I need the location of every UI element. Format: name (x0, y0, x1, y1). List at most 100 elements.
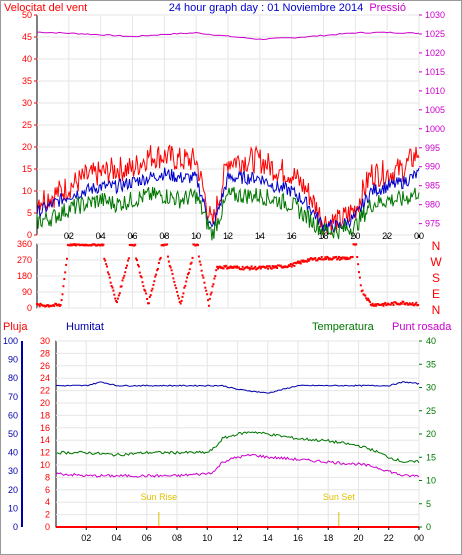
direction-point (127, 257, 130, 260)
direction-point (287, 265, 289, 268)
direction-point (222, 267, 225, 270)
direction-point (59, 304, 62, 306)
direction-point (110, 285, 113, 287)
direction-degree-axis: 0 90 180 270 360 (17, 239, 32, 313)
direction-point (361, 289, 364, 292)
direction-point (145, 292, 148, 295)
direction-point (63, 278, 66, 280)
temp-x-tick-label: 20 (353, 533, 363, 543)
wind-x-tick-label: 08 (159, 231, 169, 241)
direction-point (258, 265, 261, 268)
direction-point (102, 243, 105, 246)
direction-point (327, 256, 329, 259)
chart-title: 24 hour graph day : 01 Noviembre 2014 (169, 2, 363, 14)
direction-point (126, 264, 128, 267)
humidity-tick-label: 50 (8, 429, 18, 439)
direction-point (307, 259, 310, 262)
direction-point (217, 267, 219, 270)
pressure-tick-label: 980 (425, 200, 440, 210)
direction-point (201, 274, 204, 277)
direction-point (276, 267, 279, 269)
direction-point (236, 265, 239, 268)
direction-point (113, 293, 116, 296)
direction-point (292, 262, 295, 265)
compass-label: N (432, 239, 441, 253)
direction-point (111, 286, 114, 289)
direction-point (392, 304, 395, 306)
direction-point (180, 299, 183, 302)
wind-x-tick-label: 04 (96, 231, 106, 241)
direction-point (184, 284, 187, 287)
direction-point (150, 289, 153, 292)
rain-tick-label: 10 (40, 460, 50, 470)
pressure-axis-label: Pressió (369, 2, 406, 14)
rain-tick-label: 2 (45, 510, 50, 520)
direction-point (247, 266, 250, 269)
temp-x-tick-label: 04 (111, 533, 121, 543)
direction-point (167, 255, 169, 258)
direction-point (410, 303, 413, 306)
wind-x-tick-label: 18 (318, 231, 328, 241)
wind-tick-label: 0 (27, 230, 32, 240)
direction-point (323, 258, 326, 261)
direction-point (106, 271, 109, 274)
direction-point (235, 266, 238, 269)
direction-point (134, 243, 137, 246)
compass-label: N (432, 303, 441, 317)
direction-point (212, 283, 215, 286)
direction-point (137, 263, 139, 266)
direction-point (103, 257, 106, 260)
wind-tick-label: 10 (22, 186, 32, 196)
pressure-tick-label: 1025 (425, 29, 445, 39)
direction-point (173, 280, 176, 283)
direction-tick-label: 360 (17, 239, 32, 249)
direction-point (181, 295, 184, 298)
temperature-tick-label: 35 (426, 359, 436, 369)
direction-point (177, 294, 179, 297)
direction-point (288, 264, 291, 267)
direction-point (151, 287, 154, 290)
direction-point (207, 304, 210, 307)
direction-point (138, 271, 141, 274)
direction-point (144, 289, 147, 292)
direction-point (198, 260, 201, 263)
direction-point (207, 299, 209, 302)
temp-x-tick-label: 22 (384, 533, 394, 543)
direction-point (297, 261, 300, 264)
direction-point (190, 261, 193, 264)
direction-point (153, 280, 156, 283)
direction-point (39, 302, 42, 305)
rain-tick-label: 8 (45, 472, 50, 482)
compass-label: W (430, 255, 442, 269)
direction-point (62, 285, 65, 288)
direction-point (141, 281, 144, 284)
direction-point (66, 257, 68, 260)
pressure-tick-label: 1000 (425, 124, 445, 134)
series-pressure-line (37, 31, 420, 41)
direction-point (298, 260, 301, 263)
direction-point (189, 262, 192, 265)
direction-point (414, 303, 417, 305)
rain-tick-label: 14 (40, 435, 50, 445)
direction-point (202, 276, 205, 279)
wind-tick-label: 50 (22, 10, 32, 20)
rain-tick-label: 30 (40, 336, 50, 346)
direction-point (382, 304, 385, 307)
direction-point (158, 258, 161, 261)
direction-point (186, 276, 189, 279)
direction-point (108, 276, 111, 279)
direction-point (208, 297, 211, 300)
direction-point (324, 256, 327, 259)
direction-point (112, 289, 115, 292)
direction-point (206, 293, 209, 296)
direction-point (171, 272, 174, 275)
rain-tick-label: 4 (45, 497, 50, 507)
direction-point (215, 269, 218, 272)
temp-x-tick-label: 06 (142, 533, 152, 543)
rain-tick-label: 28 (40, 348, 50, 358)
direction-point (182, 292, 185, 295)
direction-point (406, 302, 409, 305)
rain-tick-label: 16 (40, 423, 50, 433)
wind-x-tick-label: 06 (127, 231, 137, 241)
